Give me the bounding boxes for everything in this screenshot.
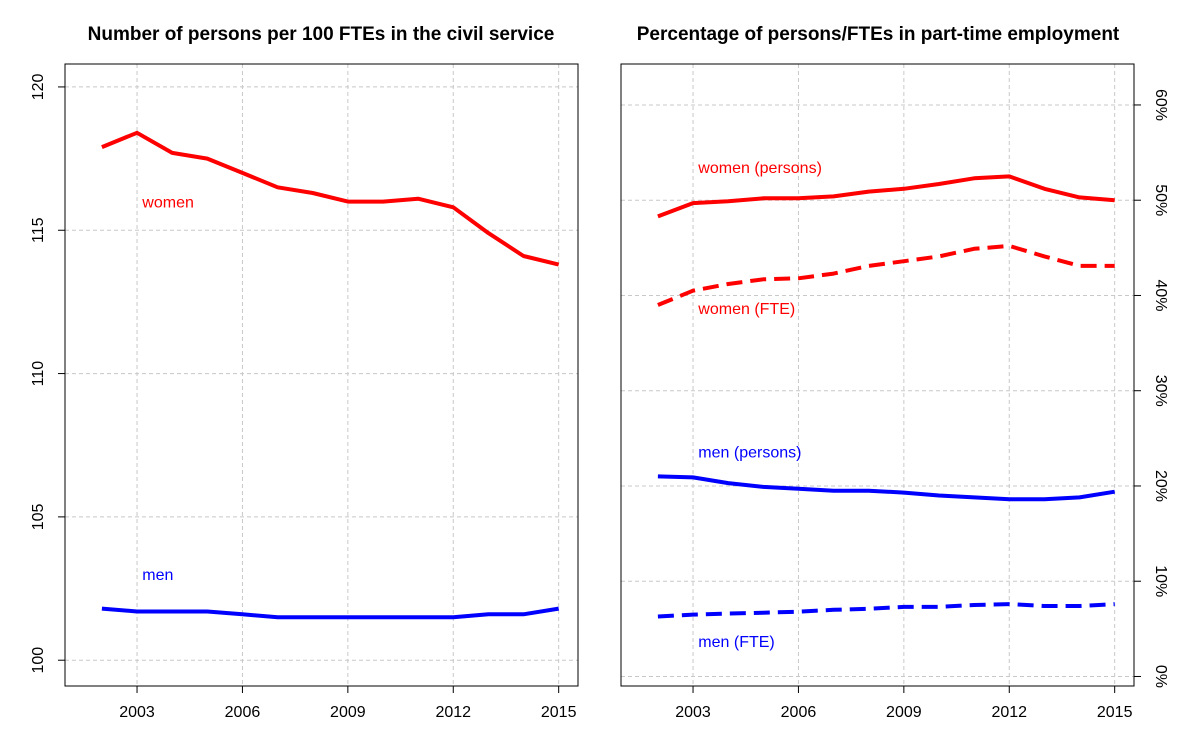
panel-1: Number of persons per 100 FTEs in the ci… (30, 24, 578, 721)
y-tick-label: 60% (1152, 89, 1169, 121)
series-line-men (102, 609, 559, 618)
x-tick-label: 2012 (991, 704, 1027, 721)
x-tick-label: 2015 (1097, 704, 1133, 721)
y-tick-label: 100 (30, 647, 47, 674)
plot-frame (621, 64, 1134, 686)
x-tick-label: 2003 (119, 704, 155, 721)
x-tick-label: 2003 (675, 704, 711, 721)
series-label-men-fte: men (FTE) (698, 634, 774, 651)
y-tick-label: 0% (1152, 665, 1169, 688)
series-label-women-fte: women (FTE) (697, 301, 795, 318)
x-tick-label: 2006 (781, 704, 817, 721)
y-tick-label: 40% (1152, 279, 1169, 311)
x-tick-label: 2015 (541, 704, 577, 721)
series-line-women-persons (658, 176, 1115, 216)
x-tick-label: 2009 (330, 704, 366, 721)
panel-title: Percentage of persons/FTEs in part-time … (637, 24, 1120, 45)
y-tick-label: 30% (1152, 375, 1169, 407)
plot-frame (65, 64, 578, 686)
y-tick-label: 120 (30, 73, 47, 100)
x-tick-label: 2009 (886, 704, 922, 721)
y-tick-label: 10% (1152, 565, 1169, 597)
series-label-men: men (142, 567, 173, 584)
y-tick-label: 20% (1152, 470, 1169, 502)
series-label-women-persons: women (persons) (697, 160, 822, 177)
x-tick-label: 2012 (435, 704, 471, 721)
series-line-women-fte (658, 246, 1115, 305)
y-tick-label: 110 (30, 361, 47, 387)
series-label-men-persons: men (persons) (698, 445, 801, 462)
series-line-men-persons (658, 476, 1115, 499)
y-tick-label: 105 (30, 503, 47, 530)
y-tick-label: 115 (30, 217, 47, 243)
panel-2: Percentage of persons/FTEs in part-time … (621, 24, 1169, 721)
x-tick-label: 2006 (225, 704, 261, 721)
figure: Number of persons per 100 FTEs in the ci… (0, 0, 1200, 750)
panel-title: Number of persons per 100 FTEs in the ci… (88, 24, 555, 45)
series-line-men-fte (658, 604, 1115, 616)
series-label-women: women (141, 195, 194, 212)
y-tick-label: 50% (1152, 184, 1169, 216)
